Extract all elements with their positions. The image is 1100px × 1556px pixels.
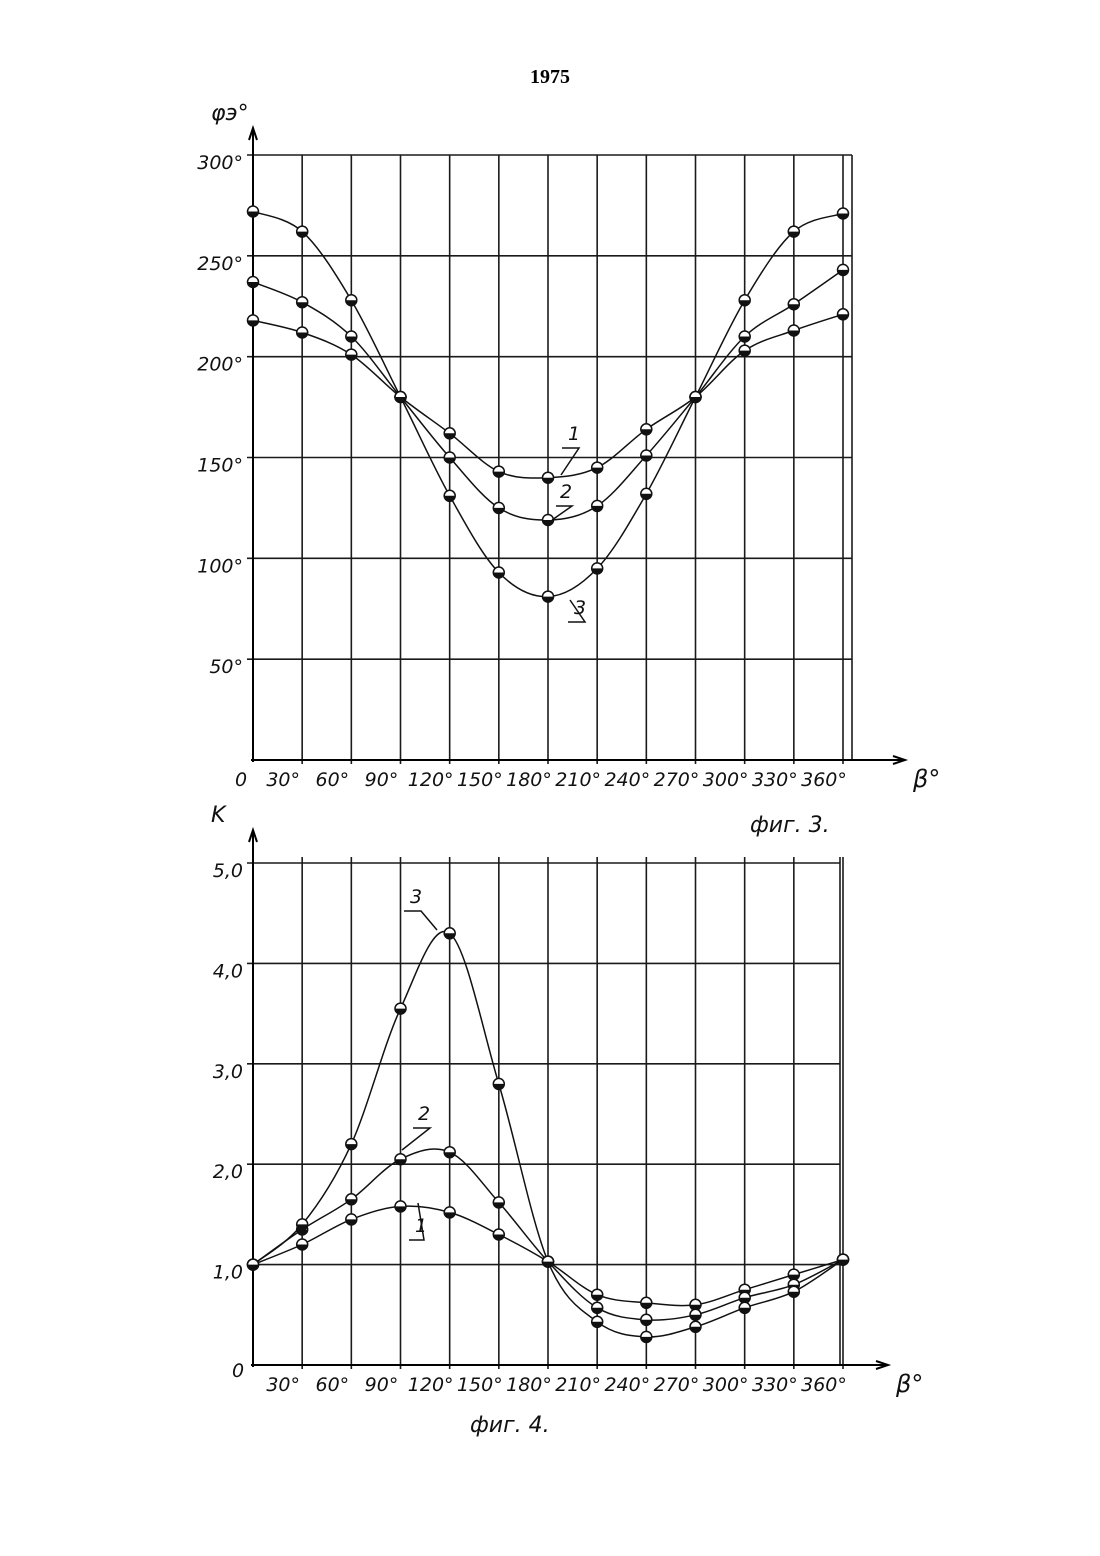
- x-axis-label: β°: [895, 1370, 923, 1398]
- x-tick-label: 120°: [408, 769, 454, 791]
- x-tick-label: 0: [235, 769, 247, 791]
- x-tick-label: 60°: [315, 769, 349, 791]
- x-tick-label: 300°: [703, 769, 749, 791]
- x-tick-label: 270°: [654, 769, 700, 791]
- x-tick-label: 60°: [315, 1374, 349, 1396]
- origin-label: 0: [232, 1360, 244, 1382]
- y-tick-label: 5,0: [213, 860, 243, 882]
- y-tick-label: 150°: [197, 455, 243, 477]
- x-tick-label: 90°: [365, 1374, 399, 1396]
- figure-caption: фиг. 3.: [750, 813, 830, 838]
- x-tick-label: 210°: [555, 769, 601, 791]
- x-tick-label: 270°: [654, 1374, 700, 1396]
- x-tick-label: 330°: [752, 1374, 798, 1396]
- y-tick-label: 50°: [209, 656, 243, 678]
- figure-caption: фиг. 4.: [470, 1413, 550, 1438]
- x-tick-label: 300°: [703, 1374, 749, 1396]
- x-tick-label: 150°: [457, 769, 503, 791]
- x-tick-label: 360°: [801, 1374, 847, 1396]
- x-tick-label: 330°: [752, 769, 798, 791]
- x-tick-label: 180°: [506, 1374, 552, 1396]
- y-tick-label: 3,0: [213, 1061, 243, 1083]
- y-axis-label: φэ°: [211, 101, 249, 126]
- x-tick-label: 240°: [604, 1374, 650, 1396]
- y-tick-label: 200°: [197, 354, 243, 376]
- series-leader-line: [402, 1128, 430, 1150]
- x-tick-label: 150°: [457, 1374, 503, 1396]
- y-tick-label: 1,0: [213, 1262, 243, 1284]
- x-tick-label: 180°: [506, 769, 552, 791]
- y-tick-label: 250°: [197, 253, 243, 275]
- x-tick-label: 120°: [408, 1374, 454, 1396]
- series-label: 2: [418, 1103, 430, 1125]
- figure-3-chart: φэ°β°50°100°150°200°250°300°030°60°90°12…: [197, 101, 940, 838]
- x-tick-label: 30°: [266, 1374, 300, 1396]
- x-tick-label: 360°: [801, 769, 847, 791]
- y-tick-label: 2,0: [213, 1161, 243, 1183]
- x-tick-label: 240°: [604, 769, 650, 791]
- series-label: 3: [410, 886, 422, 908]
- figure-4-chart: Kβ°1,02,03,04,05,030°60°90°120°150°180°2…: [211, 803, 923, 1438]
- x-axis-label: β°: [912, 765, 940, 793]
- series-label: 2: [560, 481, 572, 503]
- y-tick-label: 300°: [197, 152, 243, 174]
- x-tick-label: 90°: [365, 769, 399, 791]
- series-label: 1: [568, 423, 580, 445]
- x-tick-label: 30°: [266, 769, 300, 791]
- series-leader-line: [404, 911, 437, 930]
- series-leader-line: [561, 448, 579, 475]
- x-tick-label: 210°: [555, 1374, 601, 1396]
- y-tick-label: 100°: [197, 555, 243, 577]
- y-tick-label: 4,0: [213, 960, 243, 982]
- y-axis-label: K: [211, 803, 227, 828]
